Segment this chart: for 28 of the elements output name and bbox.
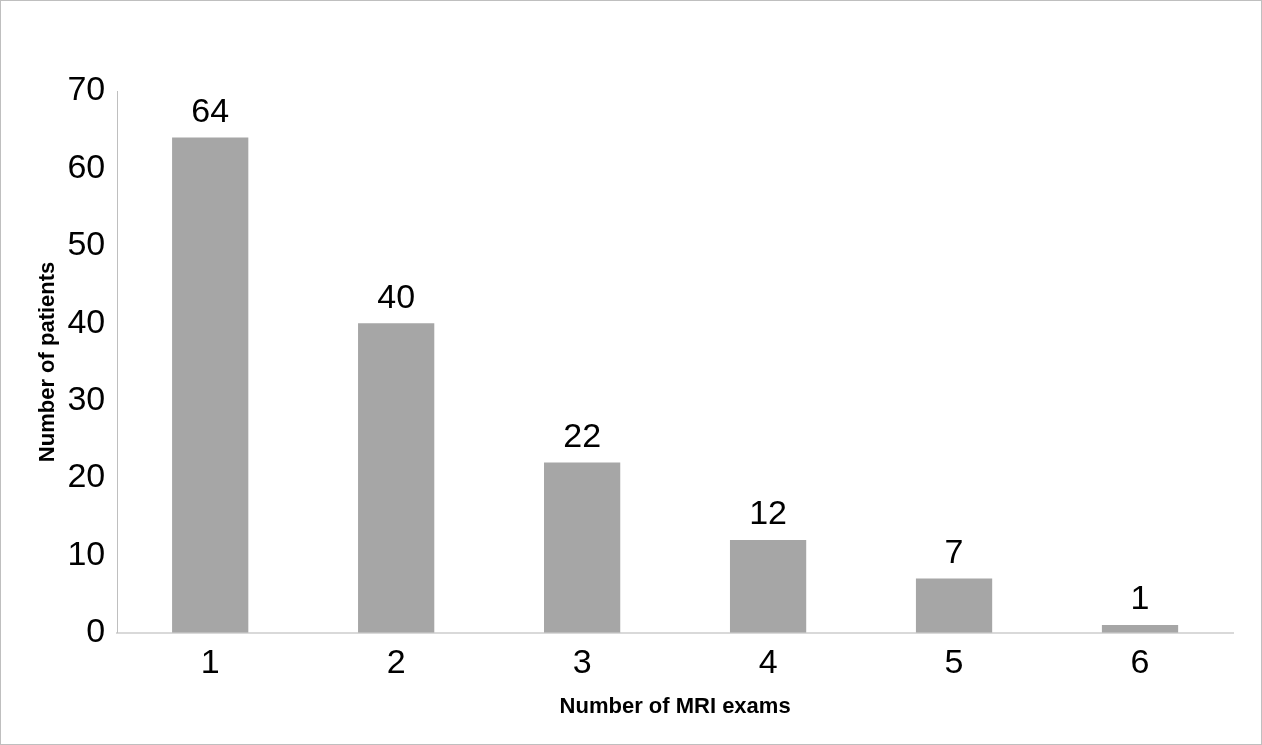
y-tick-label: 20 <box>67 456 106 495</box>
data-label: 12 <box>749 493 788 532</box>
y-tick-label: 30 <box>67 378 106 417</box>
data-label: 1 <box>1130 578 1150 617</box>
y-tick-label: 60 <box>67 146 106 185</box>
y-tick-label: 10 <box>67 533 106 572</box>
y-tick-label: 40 <box>67 301 106 340</box>
bar <box>1101 625 1179 633</box>
x-tick-label: 3 <box>572 641 592 680</box>
x-tick-label: 1 <box>200 641 220 680</box>
x-axis-title: Number of MRI exams <box>559 692 791 718</box>
data-label: 22 <box>563 415 602 454</box>
data-label: 7 <box>944 531 964 570</box>
bar <box>544 462 621 633</box>
x-tick-label: 6 <box>1130 641 1150 680</box>
x-tick-label: 4 <box>758 641 778 680</box>
data-label: 40 <box>377 276 416 315</box>
y-axis-title: Number of patients <box>34 261 60 463</box>
y-tick-label: 70 <box>67 69 106 108</box>
bar <box>729 539 807 633</box>
bar <box>915 578 993 633</box>
bar <box>172 137 249 633</box>
x-tick-label: 5 <box>944 641 964 680</box>
y-tick-label: 0 <box>86 611 106 650</box>
data-label: 64 <box>191 90 230 129</box>
x-tick-label: 2 <box>386 641 406 680</box>
y-tick-label: 50 <box>67 224 106 263</box>
bar <box>358 323 435 633</box>
